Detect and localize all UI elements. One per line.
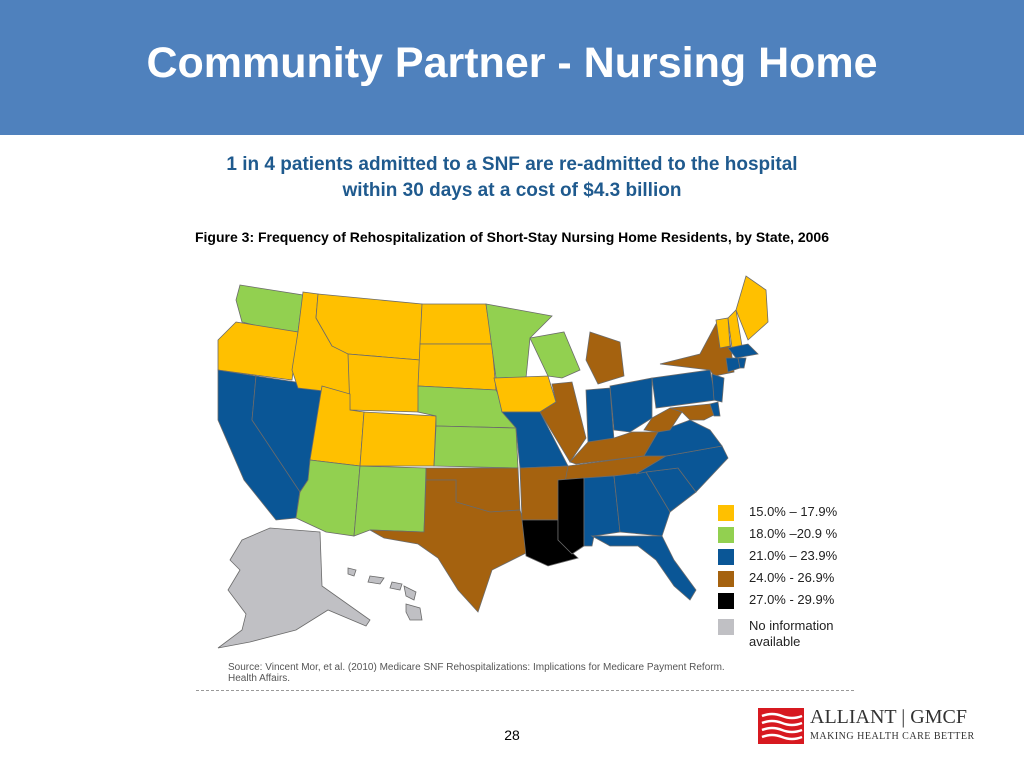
- subtitle-line-2: within 30 days at a cost of $4.3 billion: [342, 180, 682, 201]
- logo-tagline: MAKING HEALTH CARE BETTER: [810, 731, 975, 742]
- state-ia: [493, 375, 557, 413]
- state-ak: [217, 527, 371, 649]
- state-ma: [727, 343, 759, 359]
- state-fl: [590, 535, 697, 601]
- state-nj: [711, 373, 725, 403]
- state-mi: [585, 331, 625, 385]
- legend-item: 24.0% - 26.9%: [718, 570, 898, 592]
- legend-item: 27.0% - 29.9%: [718, 592, 898, 614]
- map-legend: 15.0% – 17.9% 18.0% –20.9 % 21.0% – 23.9% 2…: [718, 504, 898, 658]
- slide-subtitle: 1 in 4 patients admitted to a SNF are re…: [112, 152, 912, 204]
- footer-divider: [196, 690, 854, 691]
- state-hi-5: [405, 603, 423, 621]
- source-line-1: Source: Vincent Mor, et al. (2010) Medic…: [228, 662, 725, 673]
- state-me: [735, 275, 769, 341]
- state-oh: [609, 377, 653, 433]
- flag-icon: [758, 708, 804, 744]
- page-number: 28: [504, 727, 520, 743]
- legend-item: 21.0% – 23.9%: [718, 548, 898, 570]
- legend-label: 15.0% – 17.9%: [749, 504, 838, 519]
- state-nd: [419, 303, 493, 345]
- state-sd: [417, 343, 497, 391]
- state-ct: [725, 357, 741, 373]
- logo-name: ALLIANT | GMCF: [810, 706, 967, 728]
- state-hi-2: [367, 575, 385, 585]
- state-de: [709, 401, 721, 417]
- state-hi-1: [347, 567, 357, 577]
- source-citation: Source: Vincent Mor, et al. (2010) Medic…: [228, 662, 788, 684]
- legend-item: 18.0% –20.9 %: [718, 526, 898, 548]
- state-ky: [569, 431, 659, 465]
- state-wi: [529, 331, 581, 379]
- legend-item: 15.0% – 17.9%: [718, 504, 898, 526]
- subtitle-line-1: 1 in 4 patients admitted to a SNF are re…: [226, 154, 798, 175]
- legend-swatch: [718, 619, 734, 635]
- state-wy: [347, 353, 421, 413]
- legend-swatch: [718, 593, 734, 609]
- title-banner: Community Partner - Nursing Home: [0, 0, 1024, 135]
- state-tx: [369, 479, 533, 613]
- state-hi-3: [389, 581, 403, 591]
- legend-swatch: [718, 505, 734, 521]
- figure-caption: Figure 3: Frequency of Rehospitalization…: [194, 229, 829, 245]
- state-ri: [737, 357, 747, 369]
- legend-label: No information available: [749, 618, 834, 649]
- state-mn: [485, 303, 553, 379]
- source-line-2: Health Affairs.: [228, 673, 291, 684]
- state-pa: [651, 369, 717, 409]
- legend-swatch: [718, 549, 734, 565]
- state-in: [585, 387, 615, 443]
- state-or: [217, 321, 299, 381]
- state-vt: [715, 317, 731, 349]
- state-nm: [353, 465, 427, 537]
- state-hi-4: [403, 585, 417, 601]
- us-choropleth-map: [217, 275, 769, 649]
- legend-label: 18.0% –20.9 %: [749, 526, 838, 541]
- state-ms: [557, 477, 585, 555]
- alliant-gmcf-logo: ALLIANT | GMCF MAKING HEALTH CARE BETTER: [758, 706, 988, 746]
- legend-label: 21.0% – 23.9%: [749, 548, 838, 563]
- state-ks: [433, 425, 519, 469]
- legend-label: 24.0% - 26.9%: [749, 570, 835, 585]
- legend-item: No information available: [718, 618, 898, 658]
- state-al: [583, 475, 621, 547]
- legend-label: 27.0% - 29.9%: [749, 592, 835, 607]
- slide-title: Community Partner - Nursing Home: [146, 39, 878, 87]
- legend-swatch: [718, 571, 734, 587]
- legend-swatch: [718, 527, 734, 543]
- state-co: [359, 411, 437, 467]
